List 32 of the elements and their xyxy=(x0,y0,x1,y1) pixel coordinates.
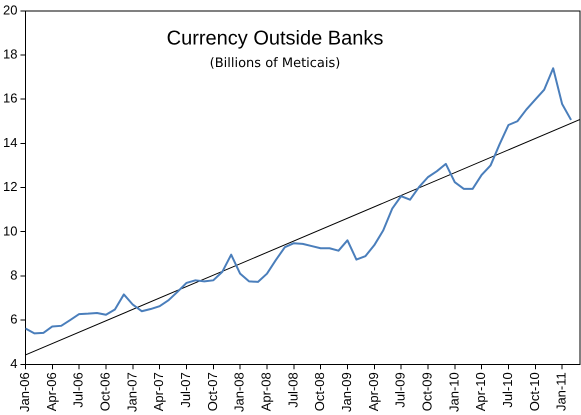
x-tick-label: Apr-07 xyxy=(151,372,166,412)
x-tick-label: Jul-10 xyxy=(500,372,516,408)
x-tick-label: Apr-10 xyxy=(473,372,488,412)
y-tick-label: 18 xyxy=(2,46,18,62)
x-tick-label: Jan-06 xyxy=(17,372,32,412)
text: (Billions of Meticais) xyxy=(210,56,340,72)
y-tick-label: 4 xyxy=(10,356,18,371)
x-tick-label: Jul-07 xyxy=(178,372,194,408)
y-tick-label: 12 xyxy=(2,179,18,194)
y-tick-label: 6 xyxy=(10,312,18,327)
y-tick-label: 14 xyxy=(2,134,18,150)
x-tick-label: Oct-08 xyxy=(312,372,328,412)
y-tick-label: 16 xyxy=(2,90,18,106)
x-tick-label: Oct-06 xyxy=(98,372,113,412)
x-tick-label: Jan-07 xyxy=(124,372,140,412)
y-tick-label: 8 xyxy=(10,267,18,282)
x-tick-label: Apr-08 xyxy=(258,372,274,412)
x-tick-label: Jan-11 xyxy=(554,372,569,412)
x-tick-label: Jul-06 xyxy=(70,372,86,408)
y-tick-label: 20 xyxy=(2,2,18,18)
x-tick-label: Apr-06 xyxy=(44,372,59,412)
text: Currency Outside Banks xyxy=(166,27,384,50)
x-tick-label: Oct-10 xyxy=(526,372,542,412)
x-tick-label: Jan-09 xyxy=(339,372,354,412)
x-tick-label: Jan-08 xyxy=(232,372,247,412)
x-tick-label: Jul-08 xyxy=(285,372,300,408)
x-tick-label: Jan-10 xyxy=(446,372,462,412)
x-tick-label: Apr-09 xyxy=(366,372,381,412)
x-tick-label: Oct-07 xyxy=(204,372,220,412)
x-tick-label: Oct-09 xyxy=(420,372,435,412)
x-tick-label: Jul-09 xyxy=(392,372,408,408)
y-tick-label: 10 xyxy=(2,223,18,238)
